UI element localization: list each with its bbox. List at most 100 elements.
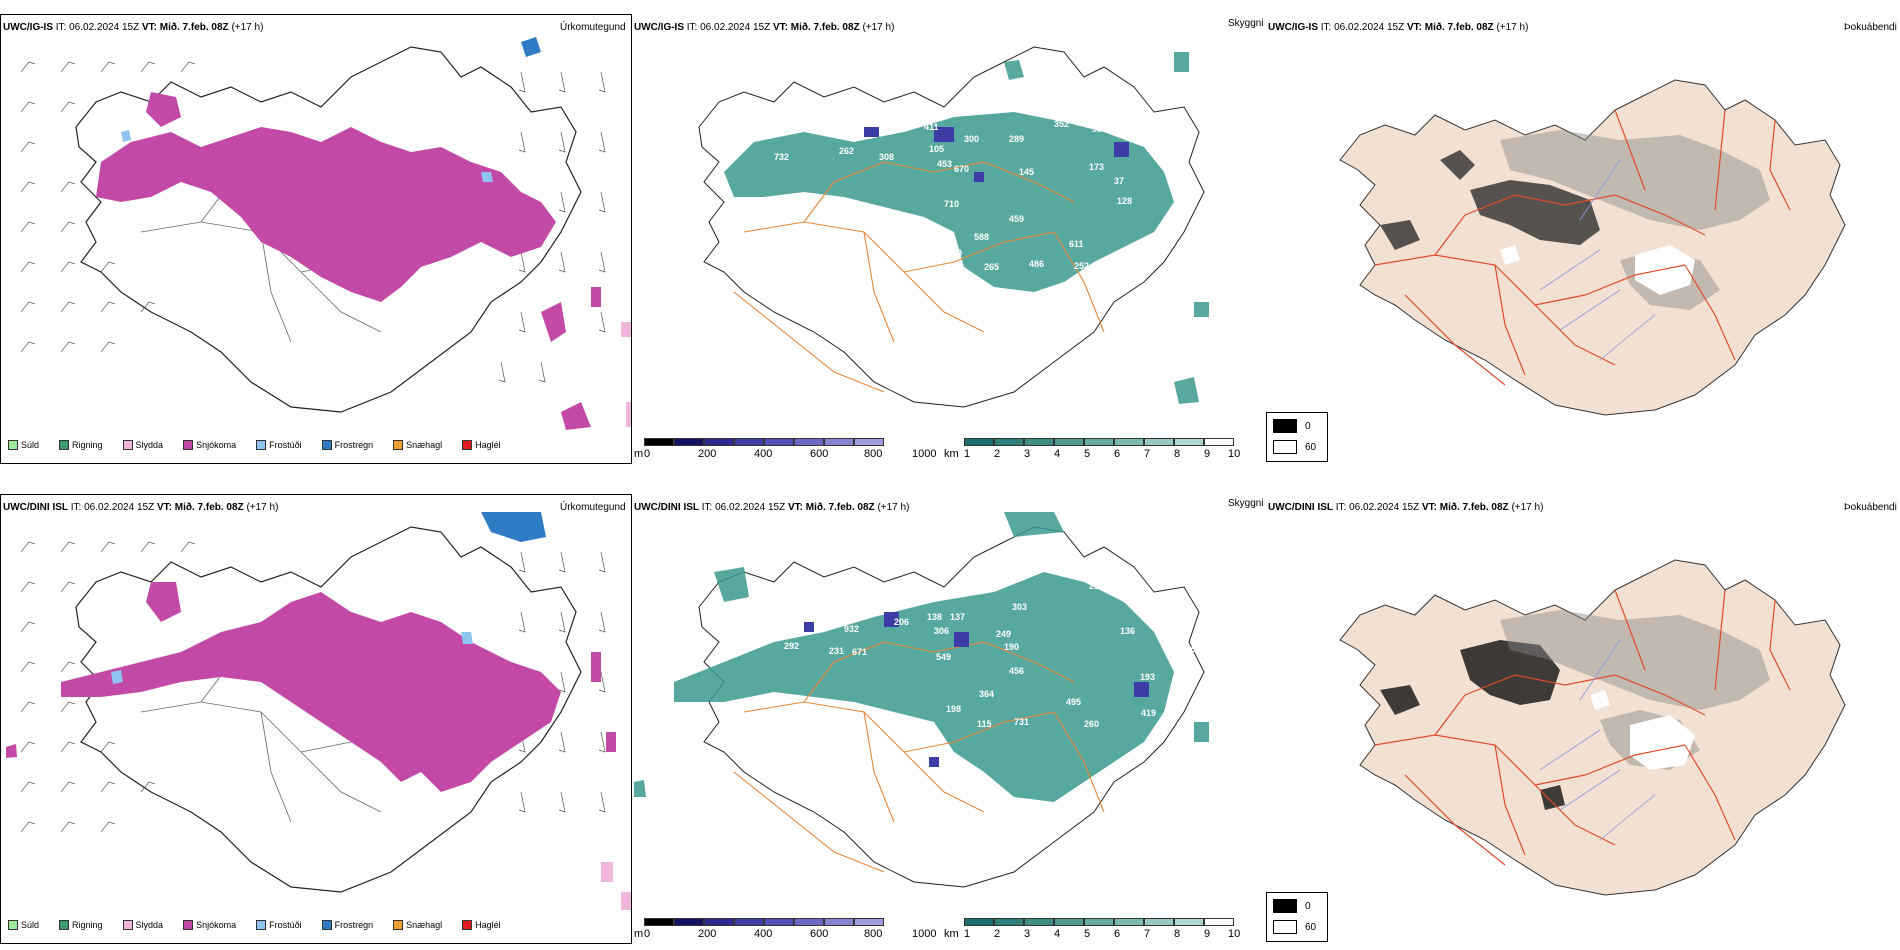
it-value: 06.02.2024 15Z bbox=[84, 502, 155, 513]
height-swatch bbox=[704, 918, 734, 926]
height-ticks: m 0 200 400 600 800 1000 bbox=[634, 448, 936, 462]
it-value: 06.02.2024 15Z bbox=[1334, 22, 1405, 33]
km-ticks: km 1 2 3 4 5 6 7 8 9 10 bbox=[944, 448, 1264, 462]
label-190: 190 bbox=[1004, 642, 1019, 652]
legend-item-slydda: Slydda bbox=[122, 440, 163, 450]
legend-item-hagel: Haglél bbox=[462, 440, 501, 450]
km-unit: km bbox=[944, 928, 959, 940]
height-colorbar bbox=[644, 918, 884, 926]
height-swatch bbox=[644, 438, 674, 446]
label-932: 932 bbox=[844, 624, 859, 634]
fog-legend-row: 0 bbox=[1273, 899, 1311, 913]
label-137: 137 bbox=[950, 612, 965, 622]
teal-fog-areas bbox=[634, 512, 1209, 802]
lead-time: (+17 h) bbox=[1496, 22, 1529, 33]
model-name: UWC/DINI ISL bbox=[3, 502, 68, 513]
km-tick: 10 bbox=[1228, 448, 1241, 460]
km-ticks: km 1 2 3 4 5 6 7 8 9 10 bbox=[944, 928, 1264, 942]
legend-swatch bbox=[8, 920, 18, 930]
label-364: 364 bbox=[979, 689, 994, 699]
label-105: 105 bbox=[929, 144, 944, 154]
height-swatch bbox=[854, 438, 884, 446]
fog-legend-row: 60 bbox=[1273, 440, 1316, 454]
km-tick: 7 bbox=[1144, 448, 1151, 460]
height-swatch bbox=[674, 918, 704, 926]
label-193: 193 bbox=[1140, 672, 1155, 682]
vt-label: VT: bbox=[156, 502, 172, 513]
vt-value: Mið. 7.feb. 08Z bbox=[1439, 502, 1509, 513]
km-tick: 6 bbox=[1114, 928, 1121, 940]
legend-swatch bbox=[122, 920, 133, 930]
snow-areas bbox=[96, 92, 601, 430]
label-252: 252 bbox=[1074, 261, 1089, 271]
label-308: 308 bbox=[879, 152, 894, 162]
wind-barbs bbox=[20, 61, 606, 383]
label-710: 710 bbox=[944, 199, 959, 209]
dewpoint-label: Þokuábendi bbox=[1844, 22, 1897, 33]
dewpoint-title: UWC/IG-IS IT: 06.02.2024 15Z VT: Mið. 7.… bbox=[1268, 22, 1528, 33]
precip-type-map bbox=[20, 37, 631, 430]
dewpoint-map bbox=[1339, 559, 1846, 896]
km-swatch bbox=[1204, 438, 1234, 446]
km-tick: 8 bbox=[1174, 928, 1181, 940]
km-tick: 6 bbox=[1114, 448, 1121, 460]
lead-time: (+17 h) bbox=[862, 22, 895, 33]
fog-swatch bbox=[1273, 899, 1297, 913]
height-swatch bbox=[674, 438, 704, 446]
iceland-land bbox=[1339, 79, 1846, 416]
legend-swatch bbox=[321, 440, 332, 450]
height-colorbar bbox=[644, 438, 884, 446]
label-731: 731 bbox=[1014, 717, 1029, 727]
roads bbox=[1374, 109, 1791, 386]
height-swatch bbox=[764, 918, 794, 926]
km-swatch bbox=[1084, 918, 1114, 926]
km-tick: 10 bbox=[1228, 928, 1241, 940]
km-swatch bbox=[1144, 438, 1174, 446]
km-tick: 1 bbox=[964, 448, 971, 460]
height-swatch bbox=[764, 438, 794, 446]
precip-value-labels: 732 262 308 411 105 670 453 710 300 289 … bbox=[774, 119, 1132, 272]
label-456: 456 bbox=[1009, 666, 1024, 676]
precip-value-labels: 292 231 932 671 206 152 138 137 306 303 … bbox=[784, 581, 1201, 729]
height-tick: 800 bbox=[864, 928, 883, 940]
height-tick: 600 bbox=[810, 448, 829, 460]
label-115: 115 bbox=[977, 719, 992, 729]
legend-item-rigning: Rigning bbox=[59, 920, 103, 930]
vt-label: VT: bbox=[1421, 502, 1437, 513]
lead-time: (+17 h) bbox=[877, 502, 910, 513]
fog-dark-areas bbox=[1380, 640, 1565, 810]
vt-value: Mið. 7.feb. 08Z bbox=[790, 22, 860, 33]
height-tick: 200 bbox=[698, 928, 717, 940]
vt-value: Mið. 7.feb. 08Z bbox=[805, 502, 875, 513]
legend-swatch bbox=[256, 920, 267, 930]
label-486: 486 bbox=[1029, 259, 1044, 269]
label-549: 549 bbox=[936, 652, 951, 662]
it-value: 06.02.2024 15Z bbox=[715, 502, 786, 513]
legend-swatch bbox=[8, 440, 18, 450]
label-358: 358 bbox=[1186, 644, 1201, 654]
height-unit: m bbox=[634, 448, 644, 460]
precip-type-map bbox=[6, 512, 631, 910]
label-260: 260 bbox=[1084, 719, 1099, 729]
label-262: 262 bbox=[839, 146, 854, 156]
iceland-coastline bbox=[75, 46, 582, 413]
legend-item-snjokoma: Snjókoma bbox=[183, 920, 236, 930]
light-snow bbox=[621, 322, 631, 427]
km-swatch bbox=[1174, 918, 1204, 926]
km-swatch bbox=[964, 918, 994, 926]
height-swatch bbox=[734, 918, 764, 926]
legend-item-frostudi: Frostúði bbox=[256, 440, 302, 450]
precip-type-frame bbox=[0, 14, 632, 464]
legend-swatch bbox=[321, 920, 332, 930]
teal-fog-areas bbox=[724, 52, 1209, 404]
vt-value: Mið. 7.feb. 08Z bbox=[159, 22, 229, 33]
km-colorbar bbox=[964, 438, 1234, 446]
km-tick: 2 bbox=[994, 928, 1001, 940]
km-tick: 2 bbox=[994, 448, 1001, 460]
visibility-map: 292 231 932 671 206 152 138 137 306 303 … bbox=[634, 512, 1209, 888]
legend-item-frostregn: Frostregn bbox=[321, 440, 373, 450]
height-tick: 200 bbox=[698, 448, 717, 460]
wind-barbs bbox=[20, 541, 606, 833]
legend-item-sudl: Súld bbox=[8, 440, 39, 450]
label-136: 136 bbox=[1120, 626, 1135, 636]
